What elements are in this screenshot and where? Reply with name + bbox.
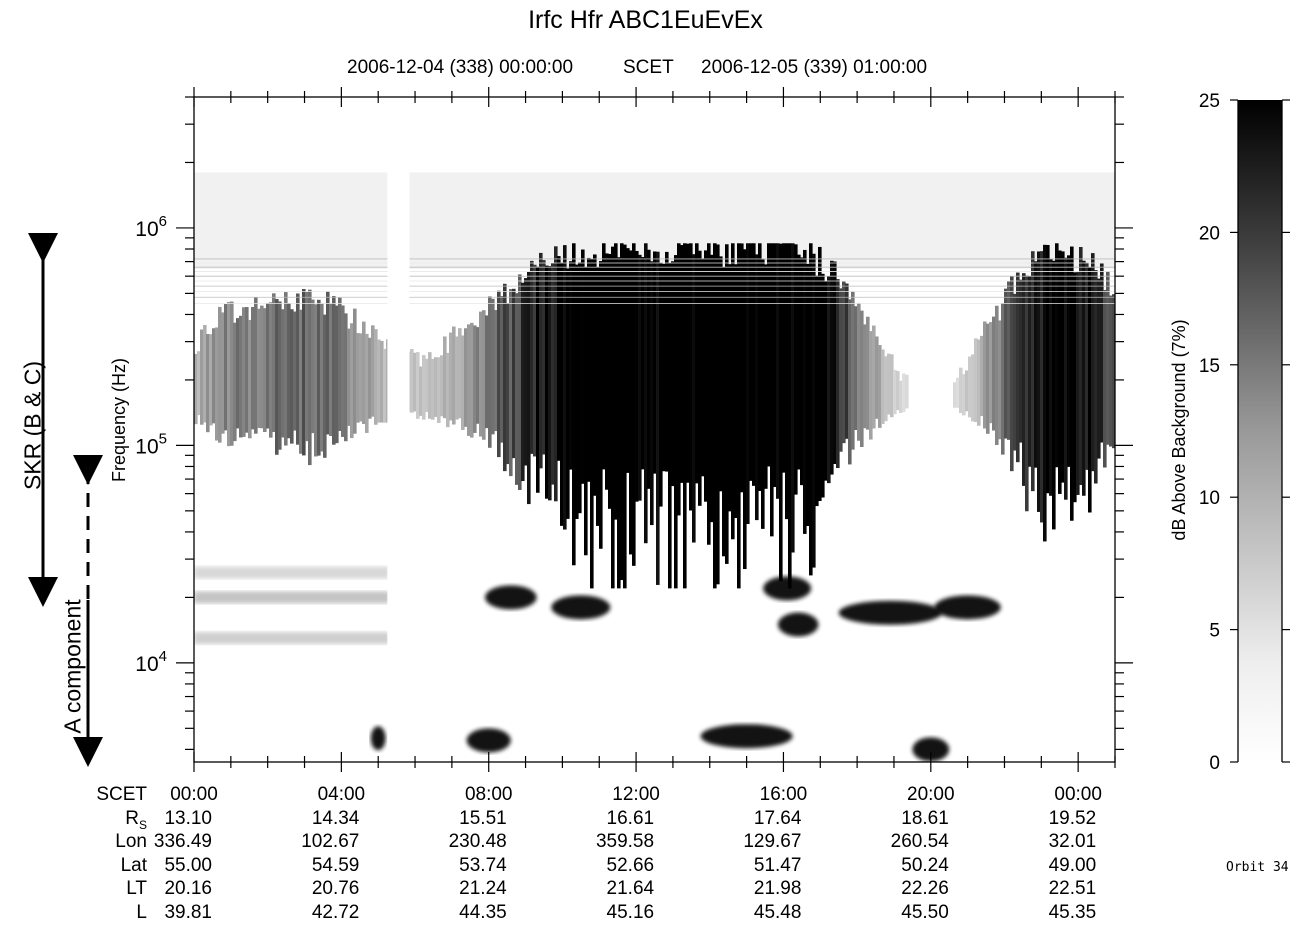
colorbar-ticks: 0 5 10 15 20 25	[1199, 91, 1290, 774]
ephemeris-value: 20.16	[164, 878, 212, 899]
ephemeris-value: 21.24	[459, 878, 507, 899]
ephemeris-time: 04:00	[317, 784, 366, 805]
ephemeris-time: 16:00	[759, 784, 808, 805]
ephemeris-row-label-sub: S	[138, 817, 147, 832]
time-axis-ticks	[193, 87, 1116, 772]
plot-frame	[193, 96, 1116, 763]
emission-patch	[912, 737, 950, 762]
colorbar-tick-label: 5	[1209, 621, 1220, 642]
ephemeris-value: 49.00	[1048, 854, 1097, 876]
ephemeris-value: 260.54	[890, 831, 949, 852]
y-tick-label: 104	[135, 648, 167, 676]
y-tick-label: 105	[135, 430, 167, 458]
chart-subtitle: 2006-12-04 (338) 00:00:00 SCET 2006-12-0…	[0, 57, 1291, 145]
ephemeris-value: 50.24	[901, 854, 949, 876]
ephemeris-time: 08:00	[464, 784, 513, 805]
ephemeris-row-label: RS	[125, 807, 147, 832]
annotation-arrows	[28, 233, 103, 767]
emission-patch	[934, 595, 1001, 620]
ephemeris-value: 21.64	[606, 878, 655, 899]
subtitle-scet-label: SCET	[623, 57, 674, 78]
ephemeris-time: 20:00	[907, 784, 955, 805]
emission-patch	[370, 726, 386, 751]
ephemeris-value: 45.50	[901, 901, 949, 923]
intensity-layer	[194, 172, 1115, 762]
ephemeris-row-label: Lat	[120, 854, 147, 876]
ephemeris-value: 336.49	[153, 831, 212, 852]
orbit-label: Orbit 34	[1226, 860, 1289, 875]
low-frequency-band	[194, 632, 390, 645]
colorbar-tick-label: 0	[1209, 753, 1220, 774]
ephemeris-value: 51.47	[753, 854, 802, 876]
ephemeris-value: 52.66	[606, 854, 655, 876]
ephemeris-value: 19.52	[1048, 807, 1097, 829]
ephemeris-row-label: L	[136, 901, 147, 923]
data-gap	[387, 97, 410, 762]
colorbar-gradient	[1238, 100, 1282, 762]
ephemeris-value: 102.67	[301, 831, 360, 852]
subtitle-start-time: 2006-12-04 (338) 00:00:00	[347, 57, 574, 78]
emission-patch	[466, 728, 511, 753]
ephemeris-value: 230.48	[448, 831, 507, 852]
ephemeris-value: 13.10	[164, 807, 212, 829]
ephemeris-value: 55.00	[164, 854, 212, 876]
emission-patch	[485, 585, 537, 610]
emission-patch	[700, 724, 793, 749]
y-axis-label: Frequency (Hz)	[109, 358, 129, 482]
colorbar-label: dB Above Background (7%)	[1169, 319, 1189, 540]
ephemeris-value: 22.51	[1048, 878, 1097, 899]
spectrogram-chart: 106 105 104 Frequency (Hz)	[109, 87, 1133, 772]
ephemeris-value: 39.81	[164, 901, 212, 923]
ephemeris-value: 42.72	[311, 901, 360, 923]
low-frequency-band	[194, 566, 390, 579]
colorbar-tick-label: 25	[1199, 91, 1220, 112]
colorbar: 0 5 10 15 20 25 dB Above Background (7%)	[1169, 91, 1290, 774]
ephemeris-value: 359.58	[595, 831, 655, 852]
low-frequency-band	[194, 591, 390, 604]
colorbar-tick-label: 20	[1199, 223, 1220, 244]
ephemeris-value: 129.67	[743, 831, 802, 852]
frequency-axis-ticks: 106 105 104	[135, 96, 1133, 750]
ephemeris-row-label: LT	[126, 878, 147, 899]
chart-title: Irfc Hfr ABC1EuEvEx	[528, 6, 763, 34]
ephemeris-time: 12:00	[612, 784, 660, 805]
ephemeris-value: 17.64	[753, 807, 802, 829]
ephemeris-value: 45.16	[606, 901, 655, 923]
colorbar-tick-label: 15	[1199, 356, 1220, 377]
ephemeris-value: 14.34	[311, 807, 360, 829]
ephemeris-value: 44.35	[459, 901, 507, 923]
ephemeris-value: 32.01	[1048, 831, 1097, 852]
colorbar-tick-label: 10	[1199, 488, 1220, 509]
ephemeris-value: 53.74	[459, 854, 507, 876]
y-tick-label: 106	[135, 213, 167, 241]
ephemeris-table: SCET 00:00 04:00 08:00 12:00 16:00 20:00 00:00 R…	[0, 780, 1160, 940]
ephemeris-time: 00:00	[1054, 784, 1102, 805]
ephemeris-value: 20.76	[311, 878, 360, 899]
ephemeris-header: SCET	[96, 784, 147, 805]
ephemeris-value: 15.51	[459, 807, 507, 829]
ephemeris-value: 16.61	[606, 807, 655, 829]
emission-patch	[551, 595, 611, 620]
ephemeris-row-label: Lon	[115, 831, 147, 852]
skr-emission	[194, 243, 1115, 589]
emission-patch	[838, 600, 942, 625]
emission-patch	[777, 612, 819, 637]
ephemeris-value: 45.48	[753, 901, 802, 923]
ephemeris-time: 00:00	[170, 784, 218, 805]
ephemeris-value: 22.26	[901, 878, 949, 899]
ephemeris-value: 45.35	[1048, 901, 1097, 923]
ephemeris-value: 18.61	[901, 807, 949, 829]
subtitle-end-time: 2006-12-05 (339) 01:00:00	[701, 57, 928, 78]
ephemeris-value: 54.59	[311, 854, 360, 876]
ephemeris-value: 21.98	[753, 878, 802, 899]
emission-patch	[763, 576, 812, 601]
